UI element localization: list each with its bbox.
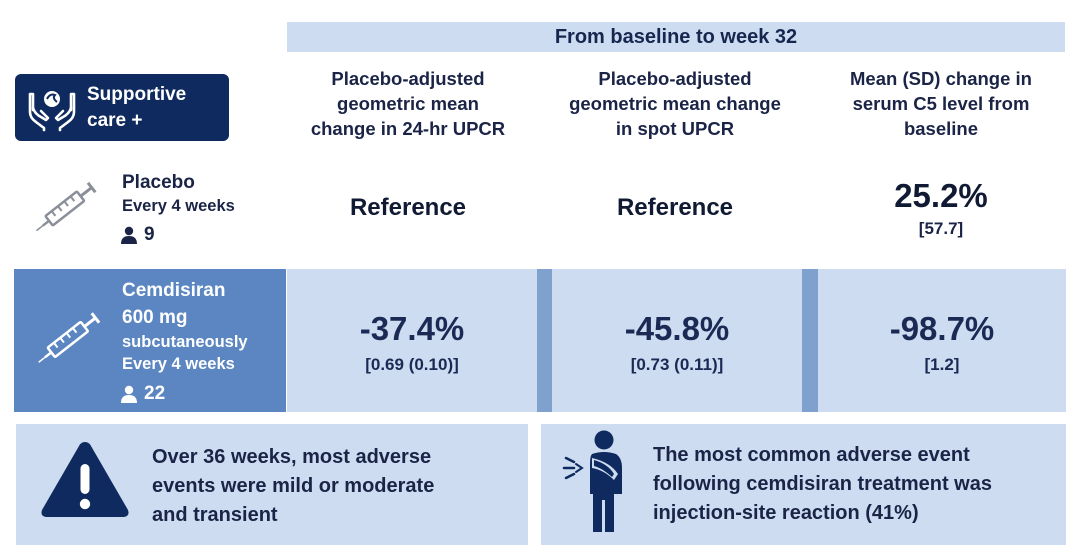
arm-pain-person-icon [562, 430, 622, 532]
cemdisiran-frequency: Every 4 weeks [122, 355, 235, 373]
cemdisiran-c5-cell [818, 269, 1066, 412]
column-separator [537, 269, 552, 412]
column-header-spot-upcr: Placebo-adjusted geometric mean change i… [569, 68, 781, 139]
syringe-icon [38, 312, 101, 363]
cemdisiran-arm-name: Cemdisiran [122, 280, 226, 301]
person-icon [121, 226, 137, 244]
cemdisiran-spot-upcr-cell [552, 269, 802, 412]
cemdisiran-route: subcutaneously [122, 333, 248, 351]
hands-care-icon [28, 90, 76, 131]
cemdisiran-24hr-upcr-value: -37.4% [359, 310, 465, 347]
person-icon [121, 385, 137, 403]
badge-label: Supportive care + [87, 83, 187, 131]
warning-icon [41, 442, 129, 517]
cemdisiran-24hr-upcr-detail: [0.69 (0.10)] [365, 355, 459, 374]
placebo-frequency: Every 4 weeks [122, 197, 235, 215]
column-header-serum-c5: Mean (SD) change in serum C5 level from … [850, 68, 1032, 139]
adverse-events-text: Over 36 weeks, most adverse events were … [152, 446, 435, 526]
cemdisiran-c5-change-value: -98.7% [889, 310, 995, 347]
cemdisiran-dose: 600 mg [122, 307, 188, 328]
cemdisiran-spot-upcr-detail: [0.73 (0.11)] [630, 355, 724, 374]
common-event-text: The most common adverse event following … [653, 444, 992, 524]
common-event-box [541, 424, 1066, 545]
cemdisiran-n-value: 22 [144, 383, 166, 404]
supportive-care-badge: Supportive care + [15, 74, 229, 141]
timeframe-label: From baseline to week 32 [554, 25, 798, 48]
placebo-n-value: 9 [144, 224, 155, 245]
cemdisiran-c5-sd-value: [1.2] [924, 355, 960, 374]
placebo-spot-upcr-value: Reference [616, 194, 734, 221]
cemdisiran-spot-upcr-value: -45.8% [624, 310, 730, 347]
placebo-arm-name: Placebo [122, 172, 195, 193]
column-header-24hr-upcr: Placebo-adjusted geometric mean change i… [310, 68, 506, 139]
cemdisiran-participant-count: 22 [120, 383, 165, 405]
placebo-24hr-upcr-value: Reference [349, 194, 467, 221]
syringe-icon [36, 181, 97, 232]
cemdisiran-24hr-upcr-cell [287, 269, 537, 412]
timeframe-header: From baseline to week 32 [287, 22, 1065, 52]
column-separator [802, 269, 818, 412]
placebo-c5-change-value: 25.2% [894, 177, 988, 214]
placebo-participant-count: 9 [120, 224, 155, 246]
placebo-c5-sd-value: [57.7] [918, 219, 964, 238]
